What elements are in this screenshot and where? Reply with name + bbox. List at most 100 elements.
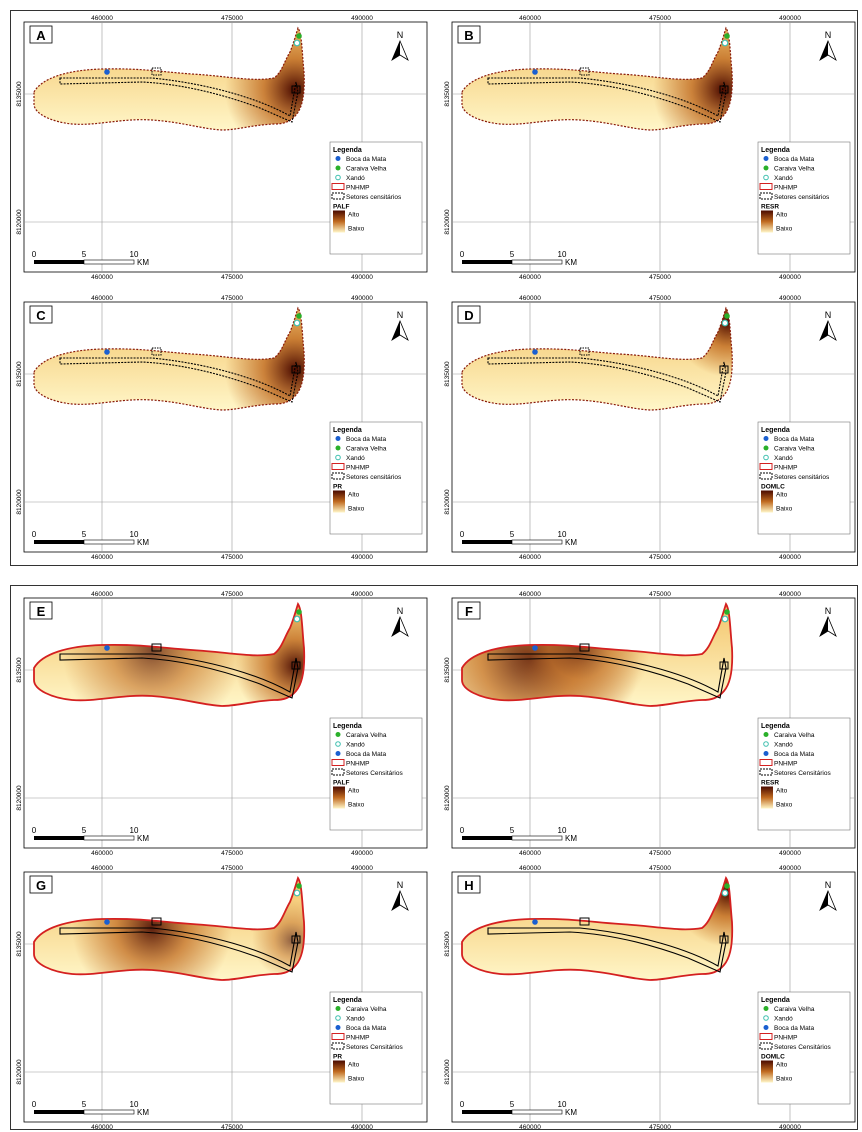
scale-label-0: 0 [460, 250, 465, 259]
x-tick-label-bottom: 490000 [779, 850, 801, 856]
north-label: N [397, 310, 404, 320]
x-tick-label-bottom: 460000 [519, 1124, 541, 1130]
legend-ramp-low: Baixo [776, 1076, 793, 1083]
legend-item-label: Boca da Mata [774, 156, 814, 163]
legend-symbol-boca-da-mata [763, 751, 769, 756]
scale-unit: KM [137, 538, 149, 547]
legend-item-label: Boca da Mata [774, 751, 814, 758]
north-label: N [397, 880, 404, 890]
scale-label-10: 10 [558, 530, 567, 539]
pnhmp-boundary [33, 26, 305, 131]
legend-item-label: Xandó [774, 1016, 793, 1023]
scale-label-0: 0 [32, 826, 37, 835]
legend-item-label: Xandó [346, 1016, 365, 1023]
x-tick-label-bottom: 475000 [649, 274, 671, 280]
legend-item-label: Setores Censitários [774, 1044, 831, 1051]
scale-bar-white [511, 539, 563, 545]
x-tick-label-bottom: 460000 [519, 554, 541, 560]
legend-item-label: Caraiva Velha [774, 1006, 815, 1013]
legend-symbol-caraiva-velha [763, 732, 769, 737]
legend-symbol-setores [331, 472, 345, 480]
scale-unit: KM [565, 258, 577, 267]
legend-item-label: Xandó [774, 742, 793, 749]
legend-symbol-xando [335, 1015, 341, 1021]
interpolated-surface [462, 308, 733, 410]
y-tick-label: 8120000 [444, 209, 451, 235]
scale-label-0: 0 [460, 826, 465, 835]
census-sector [487, 77, 727, 123]
scale-bar-white [511, 1109, 563, 1115]
census-sector-small [579, 643, 590, 652]
scale-unit: KM [565, 1108, 577, 1117]
x-tick-label-top: 475000 [649, 295, 671, 302]
legend-symbol-caraiva-velha [763, 165, 769, 171]
scale-bar-white [83, 259, 135, 265]
xando-point [293, 319, 301, 327]
y-tick-label: 8135000 [444, 361, 451, 387]
north-arrow-half [392, 321, 400, 340]
legend-color-ramp [333, 490, 345, 513]
scale-bar-white [511, 259, 563, 265]
census-sector-east [291, 365, 301, 374]
scale-unit: KM [137, 834, 149, 843]
scale-bar-black [34, 836, 84, 840]
map-svg: 460000 460000 475000 475000 490000 490000 8135… [16, 295, 428, 560]
scale-unit: KM [565, 834, 577, 843]
legend-ramp-low: Baixo [776, 506, 793, 513]
census-sector-east [291, 935, 301, 944]
x-tick-label-top: 460000 [519, 865, 541, 872]
scale-bar-white [83, 1109, 135, 1115]
panel-letter-box [29, 25, 53, 44]
xando-point [721, 39, 729, 47]
scale-bar-black [34, 540, 84, 544]
legend-item-label: Xandó [774, 455, 793, 462]
x-tick-label-top: 490000 [351, 865, 373, 872]
north-label: N [825, 30, 832, 40]
legend-item-label: Xandó [774, 175, 793, 182]
legend-symbol-xando [335, 454, 341, 461]
map-svg: 460000 460000 475000 475000 490000 490000 8135… [16, 865, 428, 1130]
north-label: N [825, 880, 832, 890]
xando-point [721, 889, 729, 897]
scale-unit: KM [137, 258, 149, 267]
pnhmp-boundary [461, 601, 734, 707]
legend-ramp-low: Baixo [348, 802, 365, 809]
x-tick-label-top: 475000 [649, 15, 671, 22]
legend-symbol-setores [759, 1042, 773, 1050]
legend-symbol-pnhmp [759, 759, 773, 766]
legend-box [757, 991, 851, 1105]
caraiva-velha-point [296, 609, 302, 615]
legend-box [329, 421, 423, 535]
census-sector [59, 357, 299, 403]
legend-color-ramp [333, 786, 345, 809]
legend-symbol-setores [331, 768, 345, 776]
caraiva-velha-point [296, 33, 302, 39]
legend-symbol-setores [759, 768, 773, 776]
legend-item-label: Boca da Mata [346, 156, 386, 163]
y-tick-label: 8120000 [16, 785, 23, 811]
legend-item-label: Boca da Mata [346, 1025, 386, 1032]
legend-item-label: PNHMP [346, 465, 369, 472]
map-panel-d: 460000 460000 475000 475000 490000 490000 8135… [440, 292, 860, 562]
census-sector [59, 77, 299, 123]
scale-label-10: 10 [130, 250, 139, 259]
pnhmp-boundary [33, 875, 306, 981]
legend-ramp-low: Baixo [776, 802, 793, 809]
legend-item-label: PNHMP [346, 1035, 369, 1042]
scale-label-0: 0 [460, 530, 465, 539]
legend-symbol-pnhmp [331, 1033, 345, 1040]
census-sector [487, 653, 727, 699]
legend-ramp-high: Alto [348, 1062, 360, 1069]
legend-item-label: PNHMP [346, 185, 369, 192]
map-svg: 460000 460000 475000 475000 490000 490000 8135… [444, 865, 856, 1130]
legend-item-label: Setores Censitários [346, 1044, 403, 1051]
x-tick-label-bottom: 475000 [221, 274, 243, 280]
census-sector-small [579, 67, 590, 76]
xando-point [721, 319, 729, 327]
census-sector-small [151, 347, 162, 356]
x-tick-label-bottom: 490000 [351, 1124, 373, 1130]
caraiva-velha-point [724, 313, 730, 319]
x-tick-label-top: 460000 [519, 15, 541, 22]
legend-item-label: Caraiva Velha [346, 446, 387, 453]
boca-da-mata-point [532, 919, 538, 925]
